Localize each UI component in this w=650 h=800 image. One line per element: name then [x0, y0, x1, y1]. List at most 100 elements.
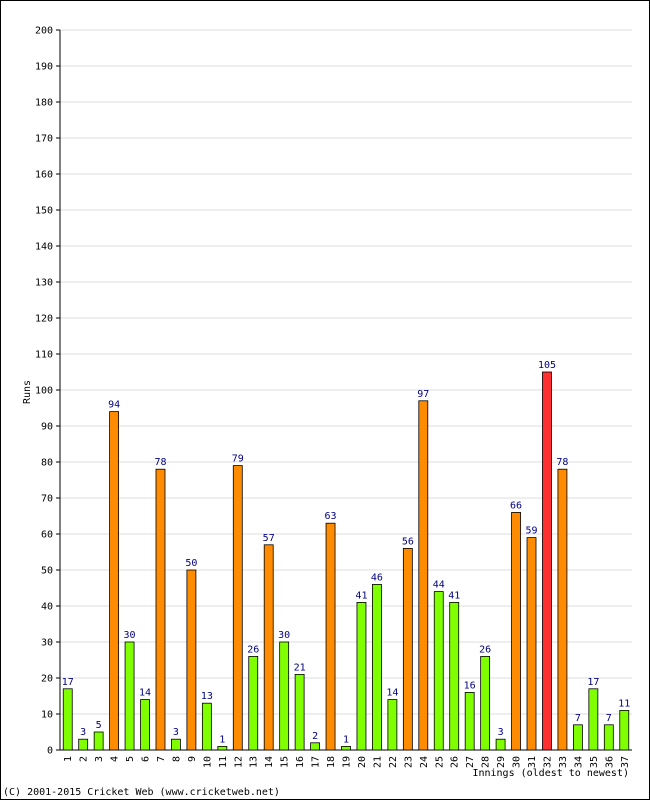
bar — [124, 641, 135, 751]
y-tick-label: 90 — [41, 422, 53, 433]
value-label: 13 — [201, 691, 213, 702]
x-tick-label: 3 — [94, 756, 105, 762]
value-label: 56 — [402, 536, 414, 547]
value-label: 3 — [498, 727, 504, 738]
value-label: 26 — [479, 644, 491, 655]
x-tick-label: 33 — [558, 756, 569, 768]
x-tick-label: 12 — [233, 756, 244, 768]
x-tick-label: 26 — [450, 756, 461, 768]
bar — [464, 692, 475, 751]
value-label: 26 — [247, 644, 259, 655]
bar — [588, 688, 599, 751]
y-tick-label: 200 — [35, 26, 53, 37]
x-tick-label: 34 — [573, 756, 584, 768]
y-tick-label: 150 — [35, 206, 53, 217]
value-label: 46 — [371, 572, 383, 583]
y-tick-label: 20 — [41, 674, 53, 685]
y-tick-label: 100 — [35, 386, 53, 397]
bar — [325, 522, 336, 751]
y-tick-label: 0 — [47, 746, 53, 757]
bar — [232, 465, 243, 751]
x-tick-label: 8 — [171, 756, 182, 762]
value-label: 30 — [124, 630, 136, 641]
value-label: 14 — [386, 688, 398, 699]
bar — [217, 746, 228, 751]
x-tick-label: 36 — [604, 756, 615, 768]
bar — [480, 656, 491, 751]
x-tick-label: 22 — [388, 756, 399, 768]
x-tick-label: 31 — [527, 756, 538, 768]
value-label: 3 — [80, 727, 86, 738]
bar — [572, 724, 583, 751]
value-label: 79 — [232, 454, 244, 465]
x-tick-label: 19 — [342, 756, 353, 768]
value-label: 78 — [154, 457, 166, 468]
y-tick-label: 30 — [41, 638, 53, 649]
y-tick-label: 190 — [35, 62, 53, 73]
bar — [356, 602, 367, 751]
x-axis-title: Innings (oldest to newest) — [472, 768, 629, 779]
x-tick-label: 37 — [620, 756, 631, 768]
value-label: 17 — [587, 677, 599, 688]
x-tick-label: 21 — [372, 756, 383, 768]
x-tick-label: 10 — [202, 756, 213, 768]
value-label: 5 — [96, 720, 102, 731]
x-tick-label: 30 — [512, 756, 523, 768]
x-tick-label: 14 — [264, 756, 275, 768]
value-label: 41 — [355, 590, 367, 601]
bar — [248, 656, 259, 751]
value-label: 50 — [185, 558, 197, 569]
y-tick-label: 120 — [35, 314, 53, 325]
value-label: 11 — [618, 698, 630, 709]
x-tick-label: 13 — [249, 756, 260, 768]
y-tick-label: 130 — [35, 278, 53, 289]
bar — [387, 699, 398, 751]
x-tick-label: 27 — [465, 756, 476, 768]
bar — [155, 468, 166, 751]
x-tick-label: 20 — [357, 756, 368, 768]
bar — [557, 468, 568, 751]
bar — [341, 746, 351, 751]
value-label: 63 — [325, 511, 337, 522]
value-label: 3 — [173, 727, 179, 738]
y-tick-label: 180 — [35, 98, 53, 109]
bar — [449, 602, 460, 751]
x-tick-label: 29 — [496, 756, 507, 768]
bar — [495, 738, 506, 751]
bar — [402, 548, 413, 751]
bar — [542, 371, 552, 751]
bar — [186, 569, 197, 751]
y-tick-label: 110 — [35, 350, 53, 361]
y-tick-label: 40 — [41, 602, 53, 613]
y-tick-label: 80 — [41, 458, 53, 469]
x-tick-label: 6 — [141, 756, 152, 762]
x-tick-label: 2 — [79, 756, 90, 762]
value-label: 7 — [606, 713, 612, 724]
value-label: 30 — [278, 630, 290, 641]
y-tick-label: 140 — [35, 242, 53, 253]
value-label: 14 — [139, 688, 151, 699]
value-label: 17 — [62, 677, 74, 688]
value-label: 57 — [263, 533, 275, 544]
value-label: 78 — [556, 457, 568, 468]
bar — [109, 411, 120, 751]
value-label: 7 — [575, 713, 581, 724]
value-label: 41 — [448, 590, 460, 601]
y-tick-label: 160 — [35, 170, 53, 181]
bar — [201, 702, 212, 751]
y-tick-label: 60 — [41, 530, 53, 541]
footer: (C) 2001-2015 Cricket Web (www.cricketwe… — [3, 787, 280, 798]
value-label: 59 — [525, 526, 537, 537]
x-tick-label: 4 — [110, 756, 121, 762]
value-label: 94 — [108, 400, 120, 411]
x-tick-label: 16 — [295, 756, 306, 768]
bar — [603, 724, 614, 751]
x-tick-label: 17 — [311, 756, 322, 768]
bar — [372, 584, 382, 751]
value-label: 1 — [219, 734, 225, 745]
y-tick-label: 70 — [41, 494, 53, 505]
bar — [140, 699, 150, 751]
bar — [418, 400, 429, 751]
